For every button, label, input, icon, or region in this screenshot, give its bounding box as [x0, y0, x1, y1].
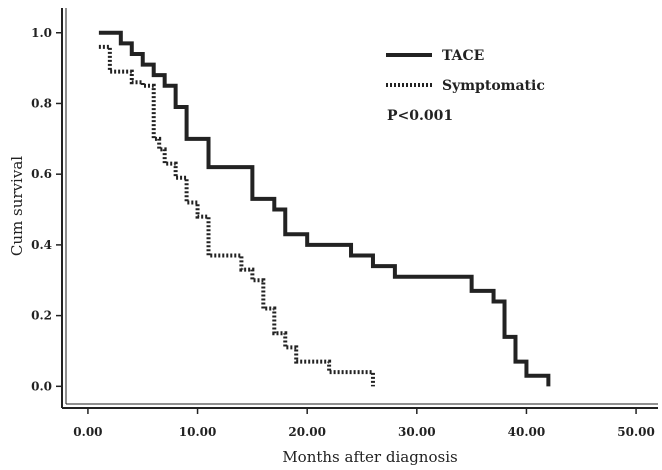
series-group [98, 30, 551, 387]
y-ticks: 0.0 0.2 0.4 0.6 0.8 1.0 [31, 26, 62, 393]
legend-label-symptomatic: Symptomatic [442, 78, 545, 94]
legend-label-tace: TACE [442, 48, 484, 64]
series-line-tace [98, 30, 551, 387]
x-tick-label: 20.00 [288, 425, 326, 439]
x-tick-label: 50.00 [617, 425, 655, 439]
x-axis-title: Months after diagnosis [282, 448, 457, 466]
y-tick-label: 0.6 [31, 167, 52, 181]
y-tick-label: 0.4 [31, 238, 52, 252]
series-line-symptomatic [98, 44, 375, 387]
p-value-annotation: P<0.001 [387, 108, 453, 124]
x-tick-label: 30.00 [398, 425, 436, 439]
y-tick-label: 0.0 [31, 379, 52, 393]
y-axis-title: Cum survival [8, 156, 26, 256]
y-tick-label: 0.2 [31, 309, 52, 323]
legend: TACE Symptomatic [386, 48, 545, 94]
y-tick-label: 0.8 [31, 96, 52, 110]
axes [61, 8, 658, 409]
y-tick-label: 1.0 [31, 26, 52, 40]
x-tick-label: 0.00 [73, 425, 102, 439]
x-tick-label: 10.00 [179, 425, 217, 439]
x-tick-label: 40.00 [508, 425, 546, 439]
x-ticks: 0.00 10.00 20.00 30.00 40.00 50.00 [73, 408, 655, 439]
